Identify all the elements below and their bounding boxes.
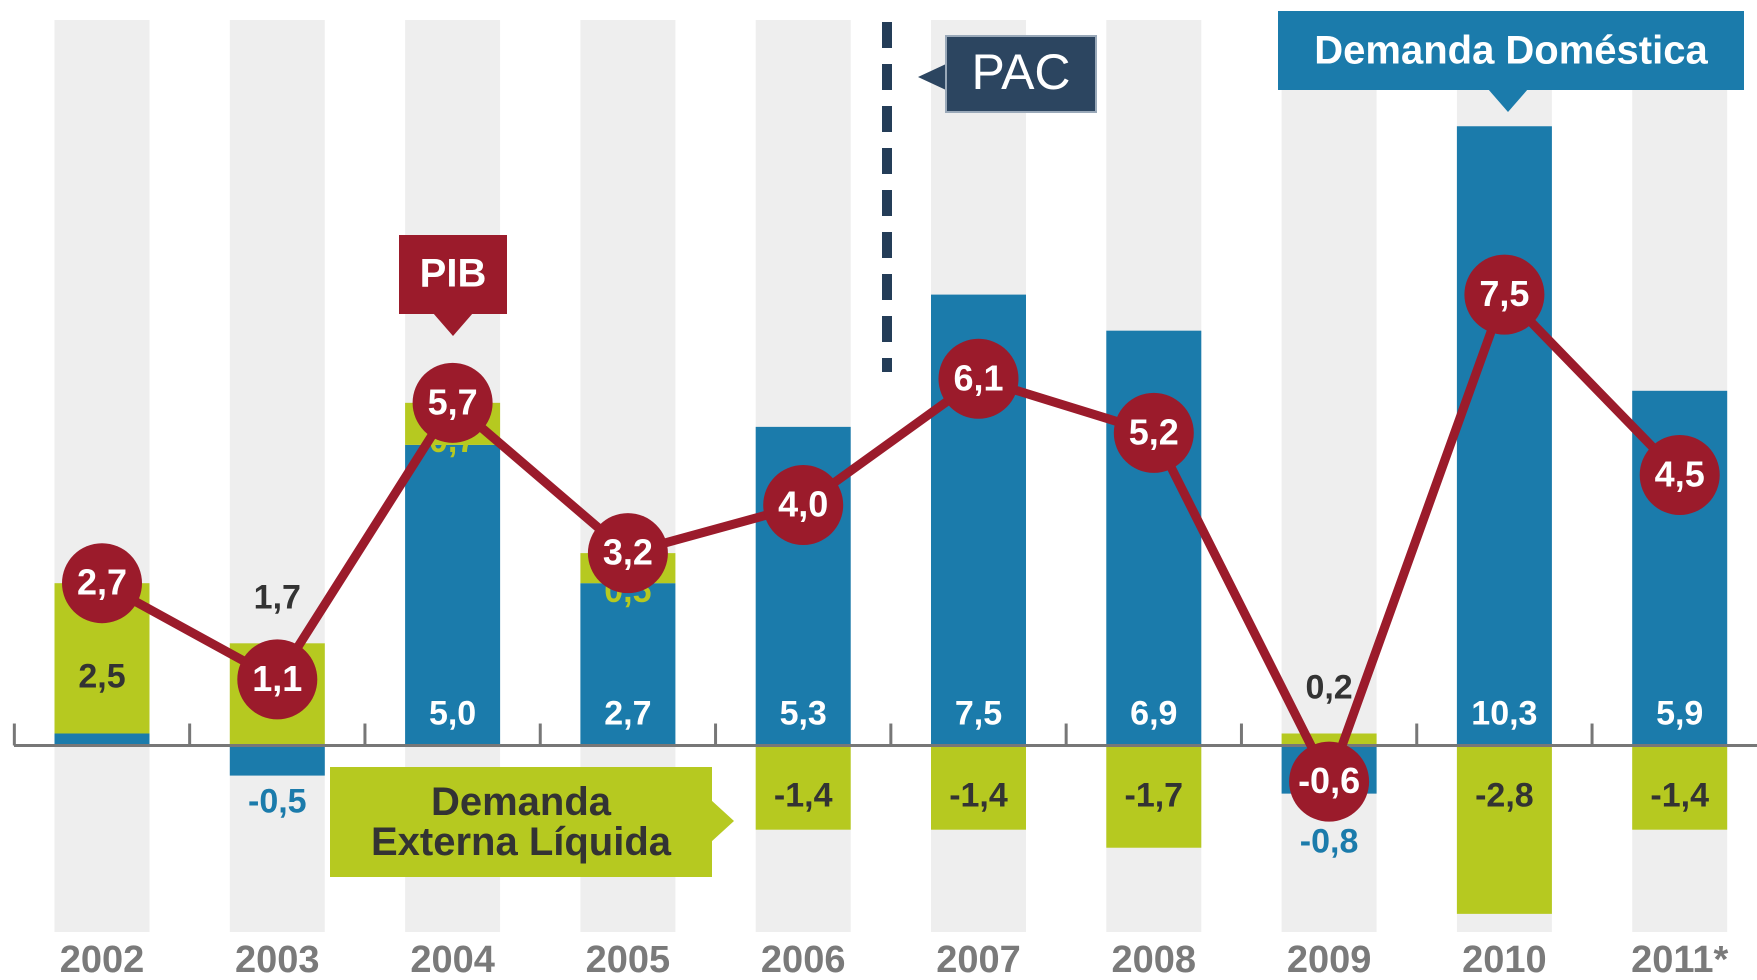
value-label: -0,8 [1300, 823, 1359, 861]
x-tick-label: 2009 [1287, 939, 1372, 980]
value-label: 3,2 [603, 532, 653, 573]
legend-pointer [1488, 89, 1528, 112]
value-label: -1,7 [1125, 777, 1184, 815]
value-label: 5,2 [1129, 411, 1179, 452]
pac-box [945, 35, 1097, 113]
bar [1106, 745, 1202, 848]
value-label: 4,5 [1655, 453, 1705, 494]
value-label: -0,5 [248, 783, 307, 821]
value-label: 5,9 [1656, 695, 1703, 733]
pac-label: PAC [971, 44, 1070, 100]
x-tick-label: 2008 [1112, 939, 1197, 980]
legend-pointer [433, 313, 473, 336]
x-tick-label: 2003 [235, 939, 320, 980]
value-label: -1,4 [949, 777, 1008, 815]
point [1113, 392, 1194, 473]
value-label: -2,8 [1475, 777, 1534, 815]
bar [755, 745, 851, 830]
value-label: 6,1 [953, 357, 1003, 398]
legend-box [399, 235, 507, 314]
bar [1456, 126, 1552, 746]
value-label: 7,5 [955, 695, 1002, 733]
point [938, 338, 1019, 419]
value-label: -1,4 [774, 777, 833, 815]
bar [1632, 745, 1728, 830]
bar [1456, 745, 1552, 914]
bar [931, 745, 1026, 830]
legend-label: PIB [420, 252, 487, 296]
value-label: -0,6 [1298, 760, 1360, 801]
bar [405, 444, 501, 746]
value-label: 5,7 [428, 381, 478, 422]
point [412, 362, 493, 443]
point [62, 543, 142, 624]
point [763, 465, 844, 546]
legend-label: Demanda Doméstica [1314, 29, 1708, 73]
value-label: 10,3 [1471, 695, 1537, 733]
x-tick-label: 2011* [1631, 939, 1728, 980]
legend-pointer [711, 800, 734, 842]
value-label: 2,7 [77, 562, 127, 603]
point [237, 639, 318, 720]
x-tick-label: 2007 [936, 939, 1021, 980]
value-label: 5,3 [780, 695, 827, 733]
value-label: 5,0 [429, 695, 476, 733]
value-label: 1,7 [254, 578, 301, 616]
legend-label: Demanda Externa Líquida [370, 780, 672, 864]
value-label: 2,7 [604, 695, 651, 733]
bar [229, 745, 325, 776]
value-label: 7,5 [1479, 273, 1529, 314]
x-tick-label: 2005 [586, 939, 671, 980]
point [1464, 254, 1545, 335]
legend-box [330, 767, 712, 877]
value-label: 1,1 [252, 658, 302, 699]
pac-pointer [918, 64, 946, 90]
line [99, 290, 1683, 787]
band [229, 20, 325, 932]
point [1289, 741, 1370, 822]
value-label: 6,9 [1130, 695, 1177, 733]
bar [54, 733, 150, 746]
point [1639, 434, 1720, 515]
x-tick-label: 2010 [1462, 939, 1547, 980]
x-tick-label: 2004 [410, 939, 495, 980]
value-label: -1,4 [1650, 777, 1709, 815]
legend-box [1278, 11, 1744, 90]
x-tick-label: 2006 [761, 939, 846, 980]
bar [580, 583, 676, 746]
value-label: 2,5 [78, 657, 125, 695]
point [587, 513, 668, 594]
value-label: 0,2 [1305, 668, 1352, 706]
band [54, 20, 150, 932]
value-label: 4,0 [778, 484, 828, 525]
x-tick-label: 2002 [60, 939, 145, 980]
